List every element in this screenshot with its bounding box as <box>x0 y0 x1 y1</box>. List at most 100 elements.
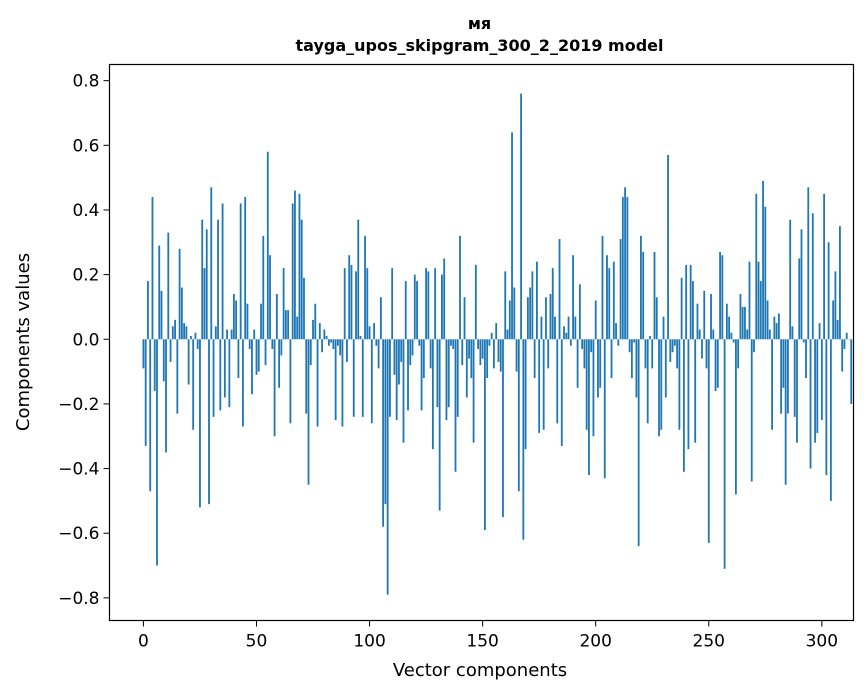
y-tick-label: −0.4 <box>58 460 99 480</box>
bar-296 <box>811 213 814 340</box>
bar-93 <box>352 339 355 417</box>
bar-96 <box>359 336 362 340</box>
bar-42 <box>237 339 240 379</box>
bar-185 <box>560 339 563 446</box>
bar-231 <box>664 339 667 398</box>
bar-241 <box>687 339 690 450</box>
bar-36 <box>223 339 226 398</box>
bar-64 <box>287 310 290 340</box>
bar-99 <box>366 268 369 340</box>
bar-46 <box>246 303 249 340</box>
bar-222 <box>644 339 647 369</box>
bar-119 <box>411 339 414 356</box>
bar-290 <box>798 258 801 340</box>
bar-275 <box>764 206 767 340</box>
bar-217 <box>633 339 636 343</box>
bar-240 <box>685 264 688 340</box>
bar-268 <box>748 261 751 340</box>
bar-278 <box>771 339 773 430</box>
bar-232 <box>667 155 669 340</box>
bar-243 <box>692 281 694 340</box>
bar-299 <box>818 323 821 340</box>
bar-108 <box>386 339 389 595</box>
bar-182 <box>554 316 556 340</box>
bar-224 <box>649 336 651 340</box>
bar-38 <box>228 339 231 408</box>
bar-81 <box>325 336 328 340</box>
bar-129 <box>434 268 437 340</box>
bar-210 <box>617 339 620 346</box>
bar-35 <box>221 203 224 340</box>
bar-280 <box>775 323 778 340</box>
bar-285 <box>787 339 789 414</box>
y-tick-label: −0.6 <box>58 524 99 544</box>
bar-250 <box>707 339 710 543</box>
bar-22 <box>192 339 195 430</box>
bar-118 <box>409 339 412 366</box>
bar-298 <box>816 339 819 434</box>
bar-121 <box>416 281 418 340</box>
bar-139 <box>456 339 459 417</box>
bar-221 <box>642 251 645 340</box>
bar-57 <box>271 339 274 349</box>
bar-17 <box>180 287 183 340</box>
y-tick-label: −0.8 <box>58 589 99 609</box>
bar-174 <box>536 261 538 340</box>
bar-272 <box>757 261 760 340</box>
bar-305 <box>832 300 835 340</box>
bar-88 <box>341 339 344 427</box>
bar-249 <box>705 339 708 369</box>
y-tick-label: 0.6 <box>72 136 99 156</box>
bar-7 <box>158 245 161 340</box>
bar-242 <box>689 264 692 340</box>
bar-189 <box>569 339 572 346</box>
bar-86 <box>337 339 339 346</box>
bar-288 <box>793 339 796 417</box>
bar-61 <box>280 339 283 356</box>
bar-15 <box>176 339 179 414</box>
bar-202 <box>599 339 602 388</box>
bar-173 <box>533 339 536 379</box>
bar-307 <box>836 319 839 340</box>
bar-293 <box>805 339 807 379</box>
bar-49 <box>253 329 256 340</box>
bar-14 <box>174 319 176 340</box>
chart-title-line1: мя <box>468 14 491 33</box>
bar-44 <box>242 339 244 427</box>
bar-1 <box>144 339 147 446</box>
bar-188 <box>567 316 570 340</box>
bar-111 <box>393 339 396 375</box>
bar-150 <box>481 339 484 359</box>
bar-161 <box>506 329 509 340</box>
bar-8 <box>160 290 163 340</box>
bar-20 <box>187 339 190 385</box>
bar-117 <box>407 339 409 411</box>
bar-34 <box>219 339 222 411</box>
bar-126 <box>427 271 430 340</box>
bar-143 <box>465 339 468 398</box>
bar-171 <box>529 287 532 340</box>
bar-140 <box>459 235 461 340</box>
bar-18 <box>183 323 186 340</box>
bar-257 <box>723 339 726 569</box>
bar-304 <box>829 339 832 501</box>
bar-295 <box>809 339 812 469</box>
bar-186 <box>563 326 565 340</box>
bar-142 <box>463 297 466 340</box>
bar-62 <box>282 268 285 340</box>
bar-3 <box>149 339 152 492</box>
bar-144 <box>468 339 470 359</box>
bar-246 <box>698 329 701 340</box>
bar-120 <box>413 274 416 340</box>
bar-124 <box>422 339 425 379</box>
bar-207 <box>610 339 613 379</box>
bar-258 <box>725 303 728 340</box>
bar-133 <box>443 258 446 340</box>
bar-87 <box>339 339 342 356</box>
bar-160 <box>504 271 507 340</box>
bar-197 <box>588 339 590 476</box>
bar-313 <box>850 339 853 404</box>
y-tick-label: 0.0 <box>72 330 99 350</box>
bar-253 <box>714 339 717 391</box>
bar-294 <box>807 187 810 340</box>
